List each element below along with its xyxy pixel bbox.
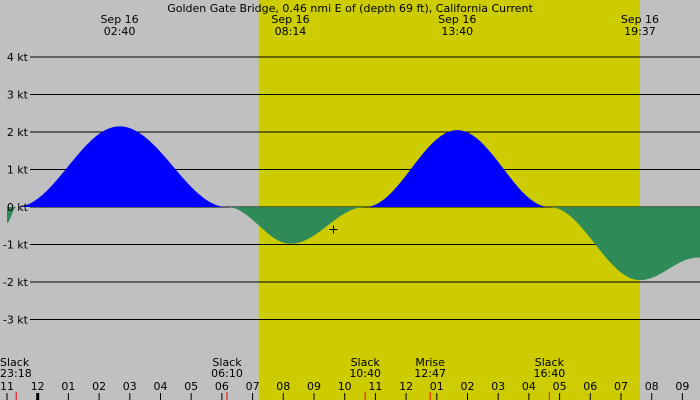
extreme-time-label: 08:14: [275, 25, 307, 38]
x-tick-label: 08: [276, 380, 290, 393]
event-name-label: Slack: [0, 356, 30, 369]
event-name-label: Slack: [212, 356, 242, 369]
extreme-date-label: Sep 16: [621, 13, 659, 26]
y-tick-label: -1 kt: [3, 239, 29, 252]
extreme-date-label: Sep 16: [438, 13, 476, 26]
extreme-time-label: 19:37: [624, 25, 656, 38]
event-labels: Slack23:18Slack06:10Slack10:40Mrise12:47…: [0, 356, 565, 400]
extreme-date-label: Sep 16: [271, 13, 309, 26]
x-tick-label: 01: [61, 380, 75, 393]
x-tick-label: 11: [368, 380, 382, 393]
ebb-current-area: [7, 207, 700, 281]
x-tick-label: 07: [246, 380, 260, 393]
extreme-date-label: Sep 16: [100, 13, 138, 26]
x-tick-label: 09: [675, 380, 689, 393]
extreme-time-label: 02:40: [104, 25, 136, 38]
x-tick-label: 12: [399, 380, 413, 393]
x-axis: 11 12 01 02 03 04 05 06 07 08 09 10 11 12 01 02 03 04 05 06…: [0, 380, 689, 400]
y-tick-label: 1 kt: [7, 164, 29, 177]
y-tick-label: 4 kt: [7, 51, 29, 64]
y-tick-label: -2 kt: [3, 276, 29, 289]
event-time-label: 16:40: [534, 367, 566, 380]
x-tick-label: 06: [583, 380, 597, 393]
event-time-label: 10:40: [349, 367, 381, 380]
x-tick-label: 03: [123, 380, 137, 393]
y-tick-label: 0 kt: [7, 201, 29, 214]
y-axis-labels: 4 kt 3 kt 2 kt 1 kt 0 kt -1 kt -2 kt -3 kt: [3, 51, 29, 327]
event-time-label: 06:10: [211, 367, 243, 380]
x-tick-label: 04: [522, 380, 536, 393]
x-tick-label: 11: [0, 380, 14, 393]
x-tick-label: 01: [430, 380, 444, 393]
x-tick-label: 06: [215, 380, 229, 393]
x-tick-label: 04: [154, 380, 168, 393]
event-time-label: 12:47: [414, 367, 446, 380]
y-tick-label: -3 kt: [3, 314, 29, 327]
event-name-label: Mrise: [415, 356, 445, 369]
x-tick-label: 10: [338, 380, 352, 393]
x-tick-label: 03: [491, 380, 505, 393]
x-tick-label: 07: [614, 380, 628, 393]
y-tick-label: 2 kt: [7, 126, 29, 139]
x-tick-label: 02: [92, 380, 106, 393]
x-tick-label: 08: [645, 380, 659, 393]
x-tick-label: 02: [461, 380, 475, 393]
extreme-time-label: 13:40: [441, 25, 473, 38]
event-name-label: Slack: [351, 356, 381, 369]
x-tick-label: 12: [31, 380, 45, 393]
x-tick-label: 05: [184, 380, 198, 393]
x-tick-label: 05: [553, 380, 567, 393]
chart-title: Golden Gate Bridge, 0.46 nmi E of (depth…: [167, 2, 533, 15]
flood-current-area: [7, 126, 700, 207]
x-tick-label: 09: [307, 380, 321, 393]
current-time-marker: [329, 225, 338, 234]
event-name-label: Slack: [535, 356, 565, 369]
event-time-label: 23:18: [0, 367, 32, 380]
y-tick-label: 3 kt: [7, 89, 29, 102]
